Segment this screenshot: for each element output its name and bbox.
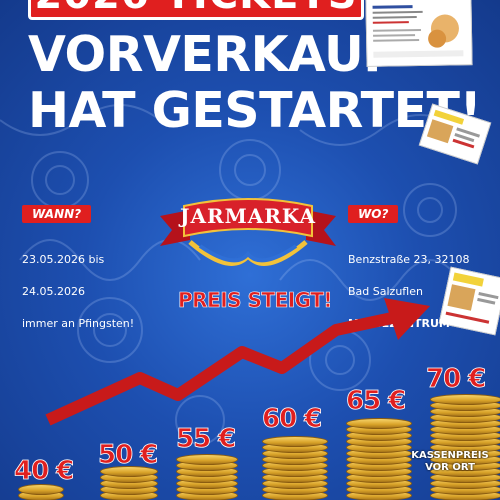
coin-stack-3 xyxy=(176,454,238,500)
box-office-note: KASSENPREIS VOR ORT xyxy=(404,450,496,474)
tickets-banner: 2026 TICKETS xyxy=(28,0,364,20)
when-line-3: immer an Pfingsten! xyxy=(22,317,135,330)
coin xyxy=(176,454,238,465)
coin xyxy=(262,436,328,447)
price-tag-3: 55 € xyxy=(176,424,237,455)
flyer-image xyxy=(365,0,473,67)
coin-stack-4 xyxy=(262,436,328,500)
price-tag-2: 50 € xyxy=(98,440,159,471)
where-label: WO? xyxy=(348,205,399,223)
ticket-image-upper xyxy=(418,103,492,165)
coin xyxy=(346,418,412,429)
price-tag-5: 65 € xyxy=(346,386,407,417)
when-label: WANN? xyxy=(22,205,92,223)
price-tag-4: 60 € xyxy=(262,404,323,435)
coin-stack-2 xyxy=(100,466,158,500)
where-line-1: Benzstraße 23, 32108 xyxy=(348,253,470,266)
ticket-image-lower xyxy=(438,266,500,336)
coin xyxy=(430,394,500,405)
coin xyxy=(18,484,64,495)
when-line-2: 24.05.2026 xyxy=(22,285,85,298)
price-tag-1: 40 € xyxy=(14,456,75,487)
box-office-line-1: KASSENPREIS xyxy=(411,450,489,461)
coin-stack-1 xyxy=(18,484,64,500)
price-rises-text: PREIS STEIGT! xyxy=(178,288,333,313)
logo-text: JARMARKA xyxy=(180,204,316,228)
price-tag-6: 70 € xyxy=(426,364,487,395)
when-details: 23.05.2026 bis 24.05.2026 immer an Pfing… xyxy=(22,236,134,348)
when-line-1: 23.05.2026 bis xyxy=(22,253,105,266)
box-office-line-2: VOR ORT xyxy=(425,462,475,473)
where-line-2: Bad Salzuflen xyxy=(348,285,423,298)
headline-line-2: HAT GESTARTET! xyxy=(28,82,482,139)
jarmarka-logo: JARMARKA xyxy=(150,196,346,276)
coin-stack-5 xyxy=(346,418,412,500)
coin-stack-6 xyxy=(430,394,500,500)
headline-line-1: VORVERKAUF xyxy=(28,26,397,83)
coin xyxy=(100,466,158,477)
logo-ribbon xyxy=(160,198,336,266)
